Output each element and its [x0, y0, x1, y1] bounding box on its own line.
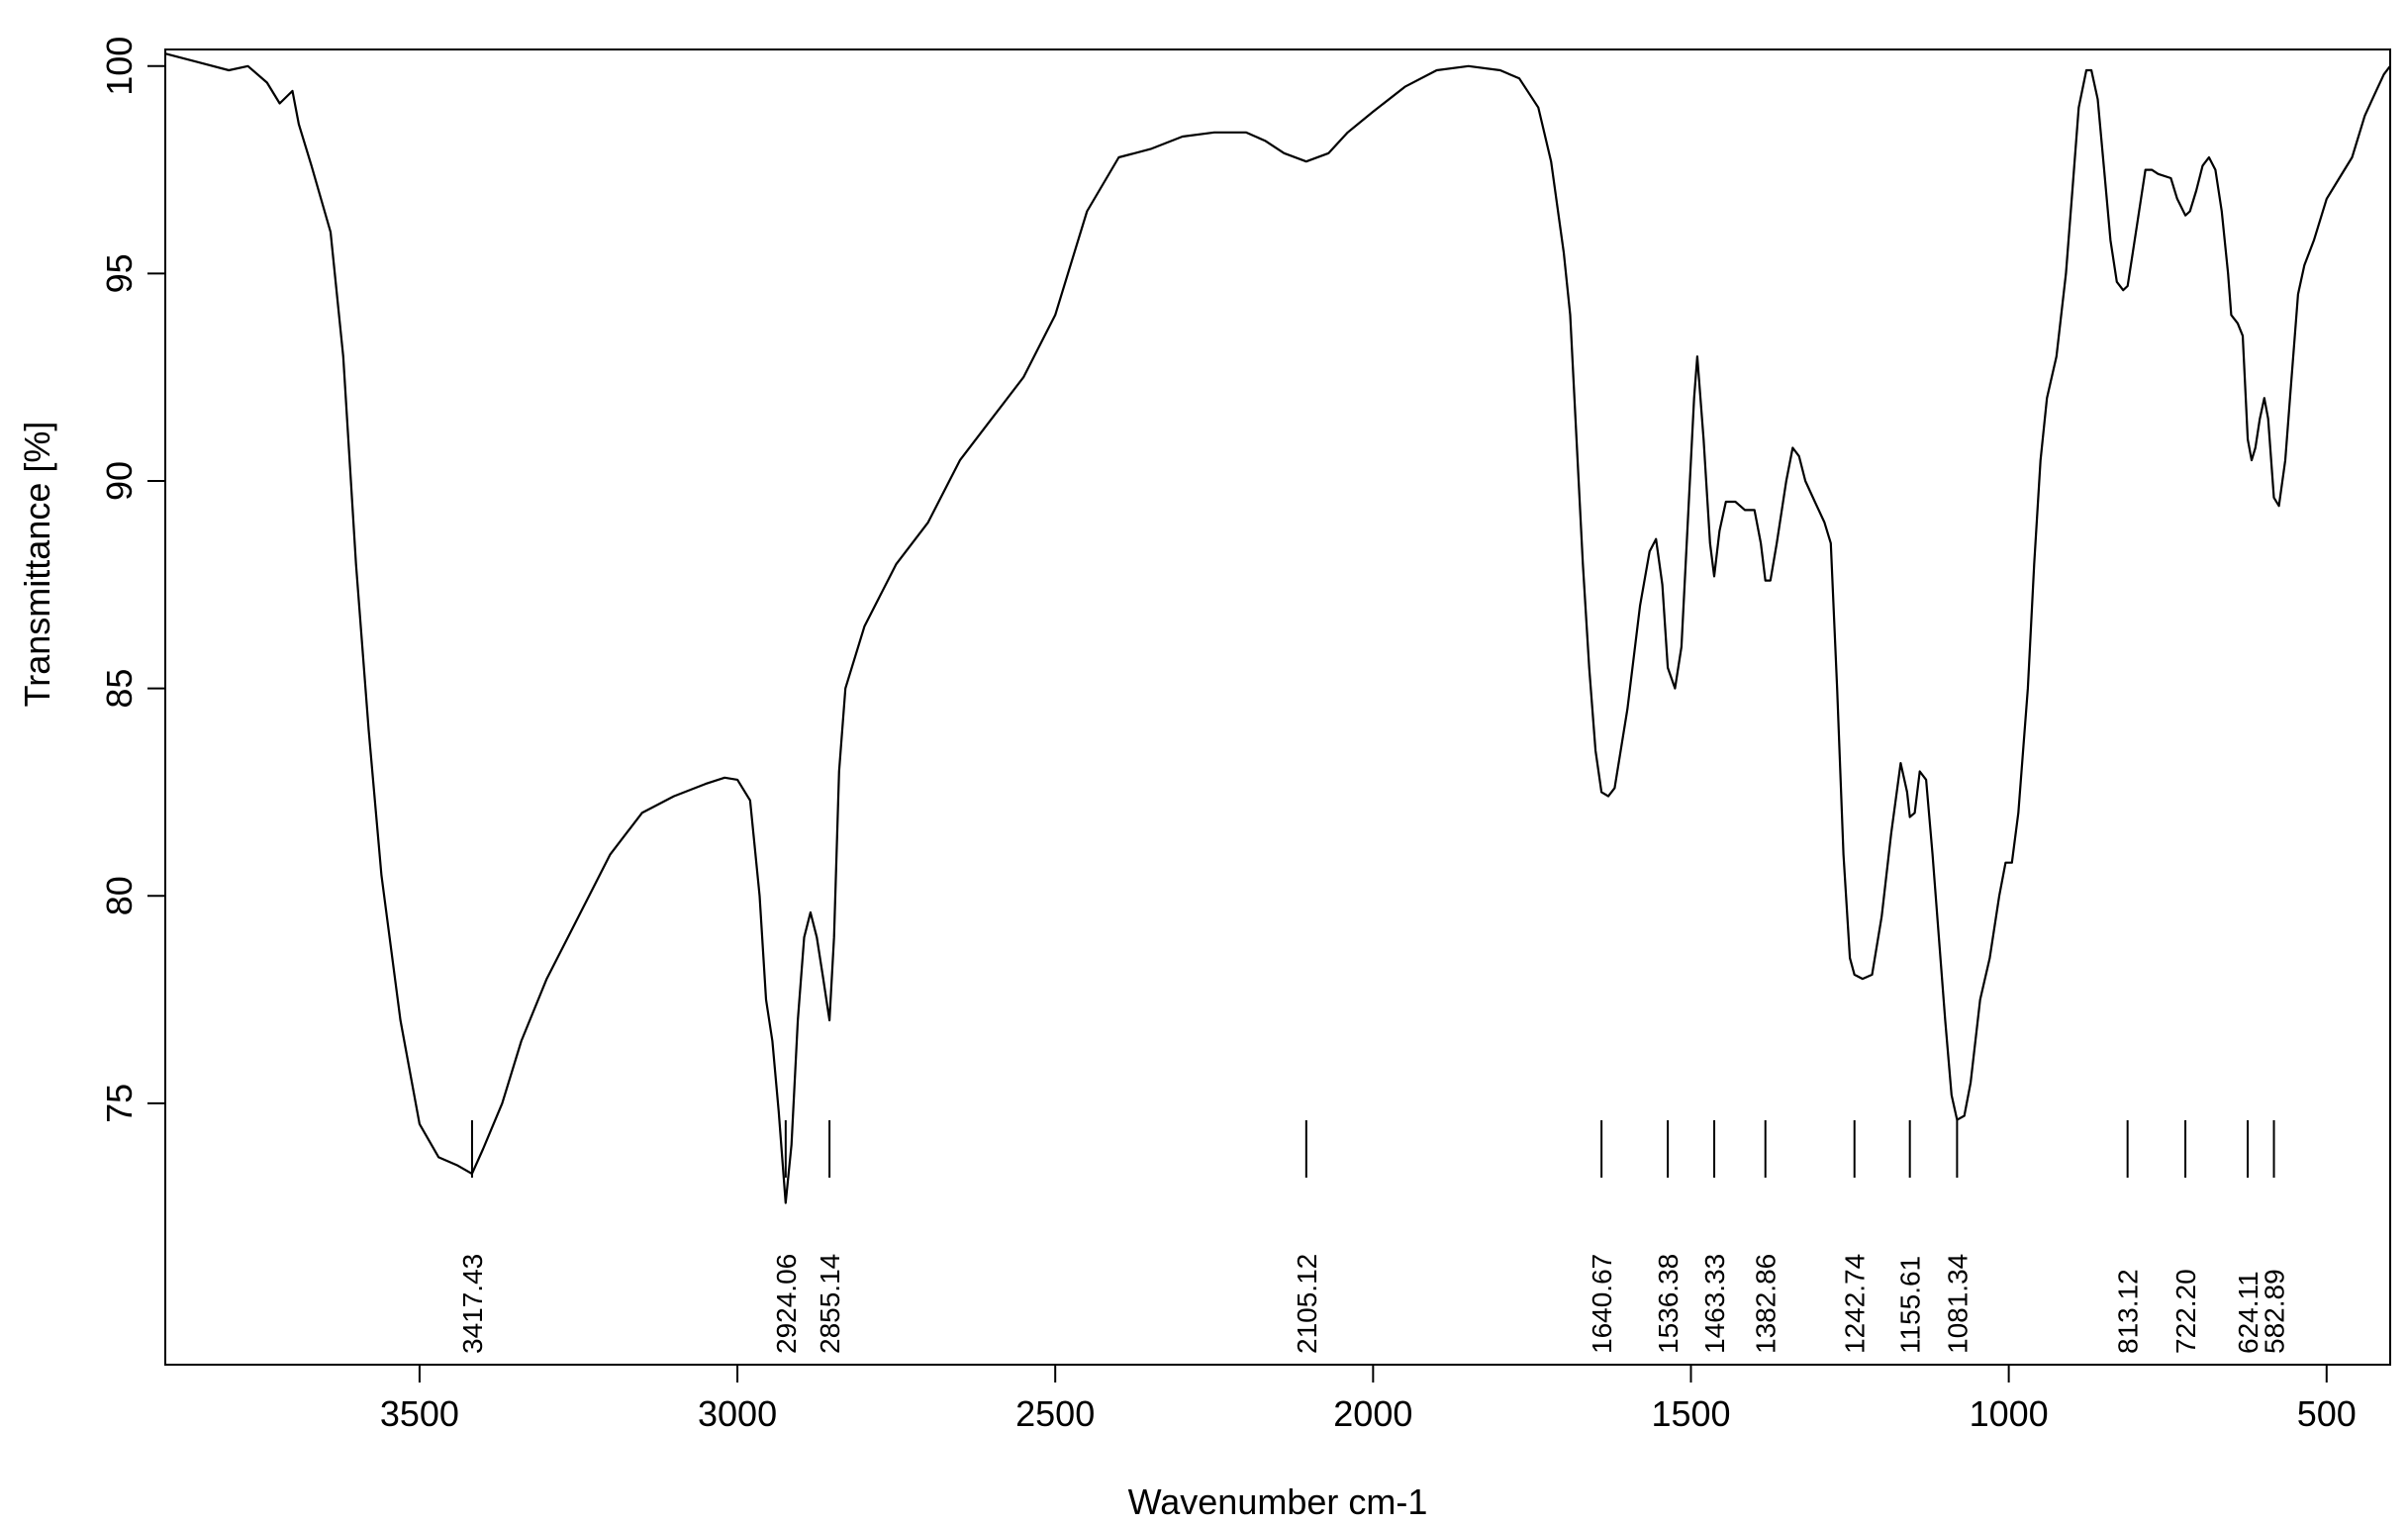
x-tick-label: 3500: [380, 1393, 459, 1434]
peak-label: 624.11: [2233, 1271, 2264, 1354]
y-axis: 75 80 85 90 95 100: [99, 37, 165, 1123]
peak-markers: 3417.43 2924.06 2855.14 2105.12 1640.67 1536.…: [457, 1120, 2290, 1354]
peak-label: 1463.33: [1699, 1254, 1730, 1354]
x-tick-label: 2500: [1015, 1393, 1095, 1434]
y-tick-label: 100: [99, 37, 140, 96]
x-tick-label: 500: [2297, 1393, 2357, 1434]
peak-label: 2855.14: [815, 1254, 845, 1354]
y-tick-label: 95: [99, 253, 140, 293]
peak-label: 813.12: [2113, 1269, 2144, 1354]
peak-label: 1382.86: [1751, 1254, 1782, 1354]
peak-label: 1536.38: [1653, 1254, 1684, 1354]
x-axis: 3500 3000 2500 2000 1500 1000 500: [380, 1365, 2357, 1434]
peak-label: 1640.67: [1587, 1254, 1617, 1354]
peak-label: 2105.12: [1292, 1254, 1322, 1354]
x-tick-label: 1000: [1970, 1393, 2049, 1434]
spectrum-line: [164, 52, 2391, 1204]
peak-label: 1081.34: [1942, 1254, 1973, 1354]
y-axis-label: Transmittance [%]: [17, 422, 57, 708]
peak-label: 582.89: [2260, 1269, 2290, 1354]
plot-frame: [164, 48, 2391, 1366]
x-tick-label: 1500: [1651, 1393, 1730, 1434]
x-tick-label: 2000: [1333, 1393, 1412, 1434]
x-tick-label: 3000: [698, 1393, 777, 1434]
x-axis-label: Wavenumber cm-1: [1128, 1481, 1428, 1522]
peak-label: 3417.43: [457, 1254, 488, 1354]
peak-label: 1242.74: [1840, 1254, 1871, 1354]
y-tick-label: 85: [99, 669, 140, 709]
y-tick-label: 90: [99, 461, 140, 501]
y-tick-label: 80: [99, 876, 140, 915]
peak-label: 722.20: [2170, 1269, 2201, 1354]
peak-label: 2924.06: [771, 1254, 802, 1354]
peak-label: 1155.61: [1895, 1256, 1926, 1354]
y-tick-label: 75: [99, 1084, 140, 1123]
